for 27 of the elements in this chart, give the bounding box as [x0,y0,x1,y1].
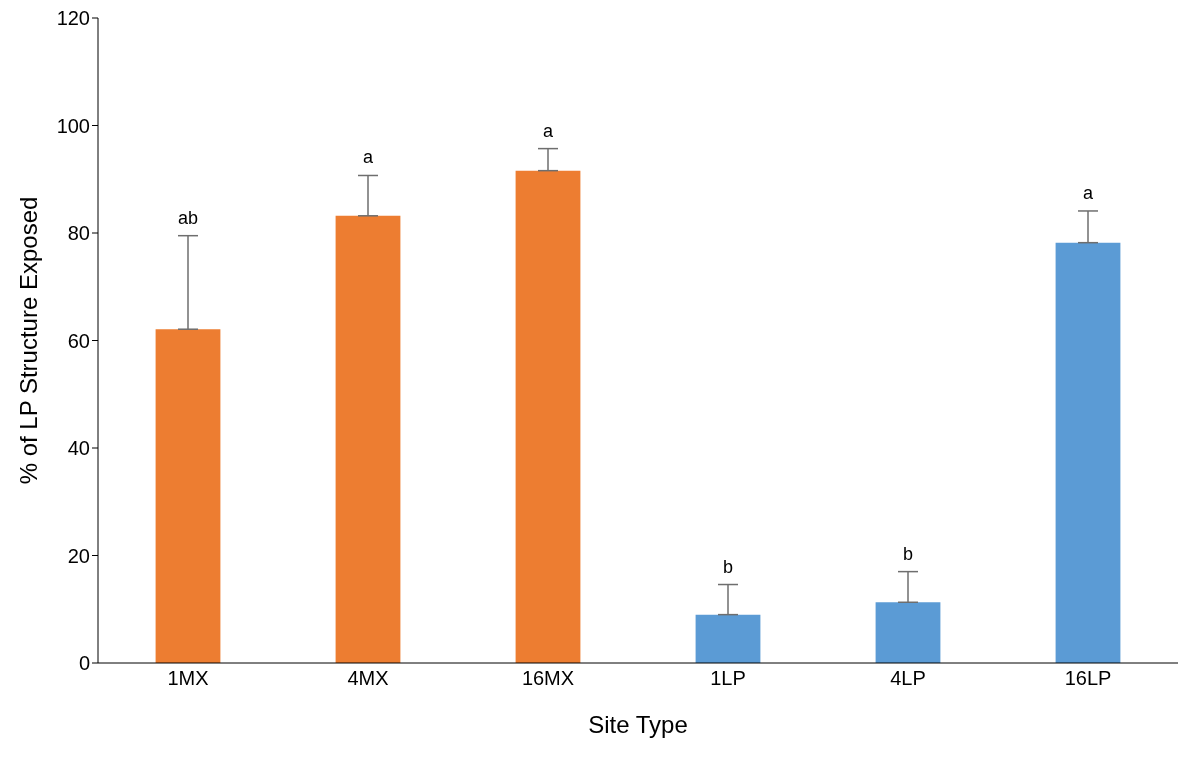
bar [335,215,401,663]
annotation: a [1082,182,1094,203]
x-tick-label: 4LP [890,667,926,690]
y-tick-label: 0 [78,652,90,675]
annotation: ab [177,207,199,228]
bar [695,614,761,663]
annotation: b [722,556,734,577]
x-axis-title: Site Type [588,711,688,738]
y-tick-label: 40 [67,437,90,460]
x-tick-label: 4MX [347,667,389,690]
x-tick-label: 1LP [710,667,746,690]
bar [515,170,581,663]
y-axis-title: % of LP Structure Exposed [14,196,42,485]
bar [1055,242,1121,663]
x-tick-label: 1MX [167,667,209,690]
x-tick-label: 16MX [521,667,575,690]
annotation: b [902,543,914,564]
y-tick-label: 120 [56,7,90,30]
bar [155,329,221,663]
y-tick-label: 20 [67,544,90,567]
bar [875,602,941,663]
y-tick-label: 80 [67,222,90,245]
x-tick-label: 16LP [1064,667,1112,690]
y-tick-label: 100 [56,114,90,137]
y-tick-label: 60 [67,329,90,352]
annotation: a [362,147,374,168]
annotation: a [542,120,554,141]
